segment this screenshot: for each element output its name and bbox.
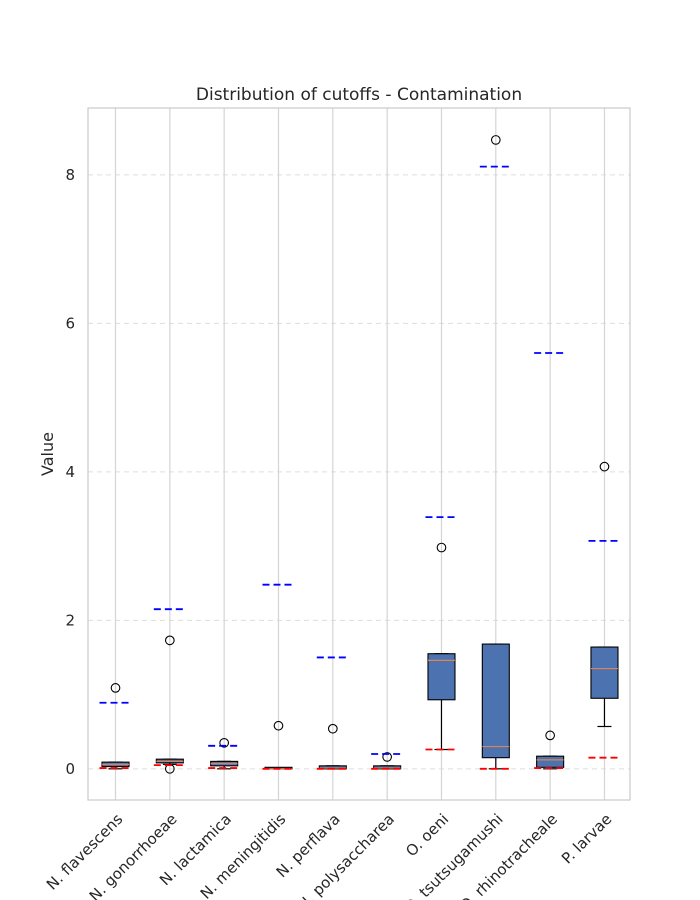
x-tick-label: O. oeni <box>402 810 452 860</box>
outlier-point <box>490 135 501 145</box>
iqr-box <box>536 755 565 768</box>
y-tick-label: 2 <box>65 611 75 629</box>
outlier-point <box>327 723 338 734</box>
y-tick-labels: 0 2 4 6 8 <box>65 166 75 778</box>
y-tick-label: 4 <box>65 463 75 481</box>
outlier-point <box>164 635 175 646</box>
box-layer <box>99 135 621 774</box>
y-tick-label: 0 <box>65 760 75 778</box>
y-axis-label: Value <box>38 432 57 476</box>
box-group <box>371 752 404 770</box>
chart-title: Distribution of cutoffs - Contamination <box>196 85 522 105</box>
x-tick-label: P. larvae <box>558 810 615 867</box>
box-group <box>262 583 295 770</box>
iqr-box <box>590 646 619 699</box>
outlier-point <box>436 542 447 553</box>
outlier-point <box>599 461 610 472</box>
y-tick-label: 8 <box>65 166 75 184</box>
box-group <box>534 352 567 770</box>
outlier-point <box>382 752 393 762</box>
box-group <box>588 461 621 759</box>
outlier-point <box>273 720 284 731</box>
plot-frame <box>87 107 631 801</box>
box-group <box>153 608 186 774</box>
outlier-point <box>219 737 230 748</box>
y-tick-label: 6 <box>65 314 75 332</box>
box-group <box>208 737 241 770</box>
box-group <box>99 683 132 770</box>
box-group <box>425 516 458 751</box>
box-group <box>479 135 512 770</box>
iqr-box <box>481 643 510 759</box>
outlier-point <box>110 683 121 693</box>
iqr-box <box>427 653 456 701</box>
grid-layer <box>88 108 630 800</box>
box-group <box>316 656 349 770</box>
outlier-point <box>545 730 555 741</box>
